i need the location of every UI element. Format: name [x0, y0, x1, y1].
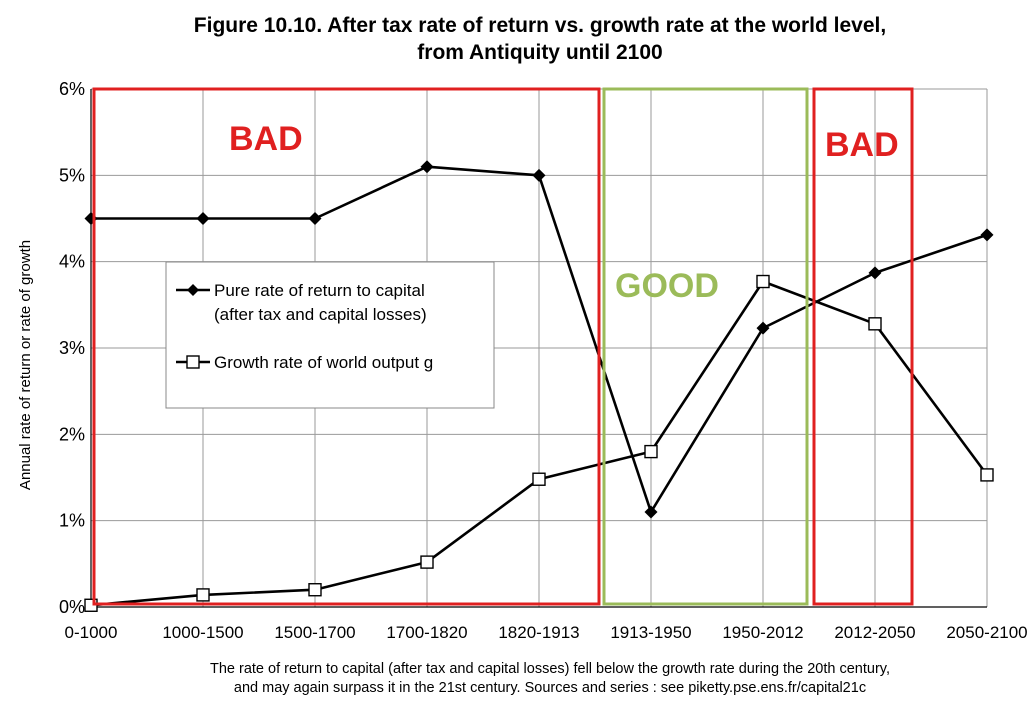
series-1-point-5 — [644, 444, 658, 459]
x-tick-label-8: 2050-2100 — [946, 623, 1027, 642]
x-tick-label-6: 1950-2012 — [722, 623, 803, 642]
x-tick-label-7: 2012-2050 — [834, 623, 915, 642]
y-tick-label-2: 2% — [59, 424, 85, 444]
series-0-point-6 — [756, 321, 770, 335]
x-tick-label-0: 0-1000 — [65, 623, 118, 642]
caption-line-2: and may again surpass it in the 21st cen… — [233, 680, 867, 696]
y-tick-label-1: 1% — [59, 511, 85, 531]
y-tick-labels: 0% 1% 2% 3% 4% 5% 6% — [59, 79, 85, 617]
series-0-point-8 — [980, 228, 994, 242]
legend-label-growth: Growth rate of world output g — [214, 353, 433, 372]
series-0-point-4 — [532, 168, 546, 182]
chart-title: Figure 10.10. After tax rate of return v… — [0, 12, 1036, 66]
x-tick-label-1: 1000-1500 — [162, 623, 243, 642]
bad-region-left — [92, 87, 601, 606]
bad-region-right — [812, 87, 914, 606]
caption: The rate of return to capital (after tax… — [0, 660, 1036, 698]
good-region — [602, 87, 809, 606]
series-0-point-3 — [420, 160, 434, 174]
legend-label-return-line-2: (after tax and capital losses) — [214, 305, 427, 324]
series-0-point-2 — [308, 212, 322, 225]
series-1-point-3 — [420, 555, 434, 569]
good-label: GOOD — [615, 267, 719, 305]
series-1-point-7 — [868, 317, 882, 331]
series-0-point-7 — [868, 266, 882, 280]
annotations: BAD GOOD BAD — [92, 87, 914, 606]
series — [84, 160, 994, 612]
legend-marker-return — [187, 284, 199, 296]
y-axis-label: Annual rate of return or rate of growth — [17, 240, 34, 490]
legend-marker-growth — [186, 355, 200, 369]
x-tick-label-5: 1913-1950 — [610, 623, 691, 642]
series-0-point-5 — [644, 505, 658, 519]
series-1-point-1 — [196, 588, 210, 602]
x-tick-label-3: 1700-1820 — [386, 623, 467, 642]
caption-line-1: The rate of return to capital (after tax… — [210, 661, 890, 677]
chart-title-line-2: from Antiquity until 2100 — [417, 41, 663, 64]
legend-box — [165, 261, 495, 409]
bad-label-right: BAD — [825, 126, 899, 164]
x-tick-label-4: 1820-1913 — [498, 623, 579, 642]
y-tick-label-0: 0% — [59, 597, 85, 617]
legend: Pure rate of return to capital (after ta… — [165, 261, 495, 409]
series-1-point-4 — [532, 472, 546, 486]
y-tick-label-3: 3% — [59, 338, 85, 358]
x-tick-labels: 0-1000 1000-1500 1500-1700 1700-1820 1820-19… — [65, 623, 1028, 642]
bad-label-left: BAD — [229, 120, 303, 158]
legend-label-return-line-1: Pure rate of return to capital — [214, 281, 425, 300]
y-tick-label-4: 4% — [59, 252, 85, 272]
x-tick-label-2: 1500-1700 — [274, 623, 355, 642]
y-tick-label-6: 6% — [59, 79, 85, 99]
y-tick-label-5: 5% — [59, 165, 85, 185]
series-1-point-2 — [308, 583, 322, 597]
series-1-point-8 — [980, 468, 994, 482]
series-0-point-1 — [196, 212, 210, 225]
chart-title-line-1: Figure 10.10. After tax rate of return v… — [193, 14, 887, 37]
series-1-point-6 — [756, 274, 770, 289]
